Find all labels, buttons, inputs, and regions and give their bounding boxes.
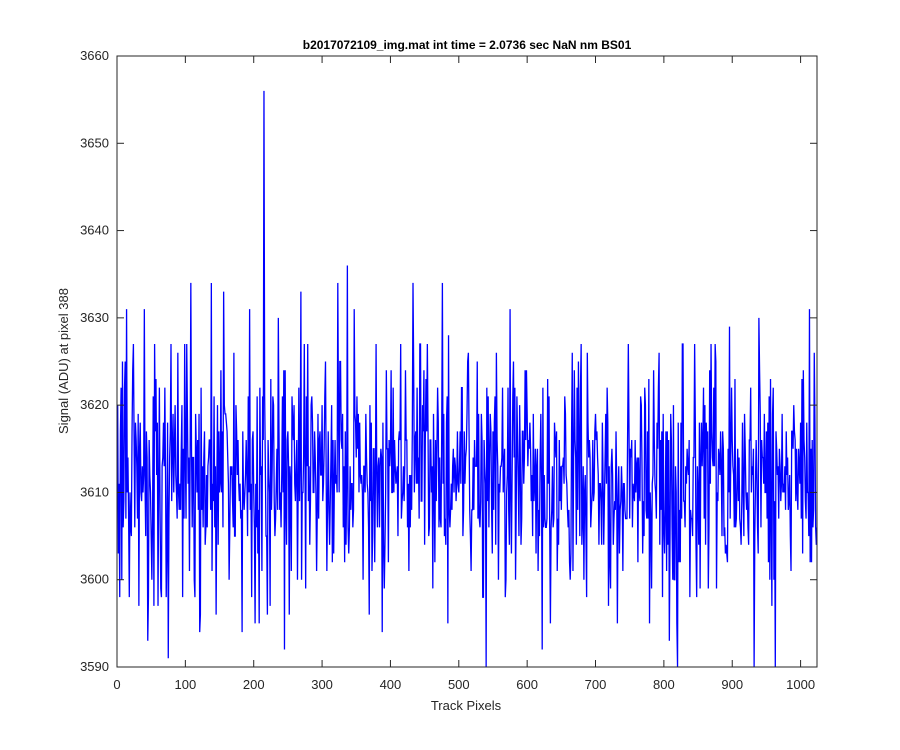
x-tick-label: 800	[653, 677, 675, 692]
axes-box	[116, 55, 818, 668]
x-tick-label: 100	[175, 677, 197, 692]
x-tick-label: 400	[380, 677, 402, 692]
x-tick-label: 0	[113, 677, 120, 692]
plot-area	[117, 56, 817, 667]
data-layer	[117, 90, 817, 667]
y-tick-label: 3640	[80, 223, 109, 238]
x-tick-label: 200	[243, 677, 265, 692]
x-tick-label: 500	[448, 677, 470, 692]
chart-title: b2017072109_img.mat int time = 2.0736 se…	[303, 38, 632, 52]
y-tick-label: 3650	[80, 135, 109, 150]
x-tick-label: 900	[721, 677, 743, 692]
x-tick-label: 600	[516, 677, 538, 692]
x-tick-label: 700	[585, 677, 607, 692]
y-tick-label: 3620	[80, 397, 109, 412]
y-tick-label: 3590	[80, 659, 109, 674]
ticks-layer: 0 100 200 300 400 500 600 700 800 900 1000 3590 3600…	[80, 48, 817, 692]
y-tick-label: 3600	[80, 572, 109, 587]
x-axis-label: Track Pixels	[431, 698, 502, 713]
y-tick-label: 3660	[80, 48, 109, 63]
y-tick-label: 3610	[80, 484, 109, 499]
y-axis-label: Signal (ADU) at pixel 388	[56, 288, 71, 434]
signal-series-line	[117, 90, 817, 667]
y-tick-label: 3630	[80, 310, 109, 325]
x-tick-label: 1000	[786, 677, 815, 692]
x-tick-label: 300	[311, 677, 333, 692]
